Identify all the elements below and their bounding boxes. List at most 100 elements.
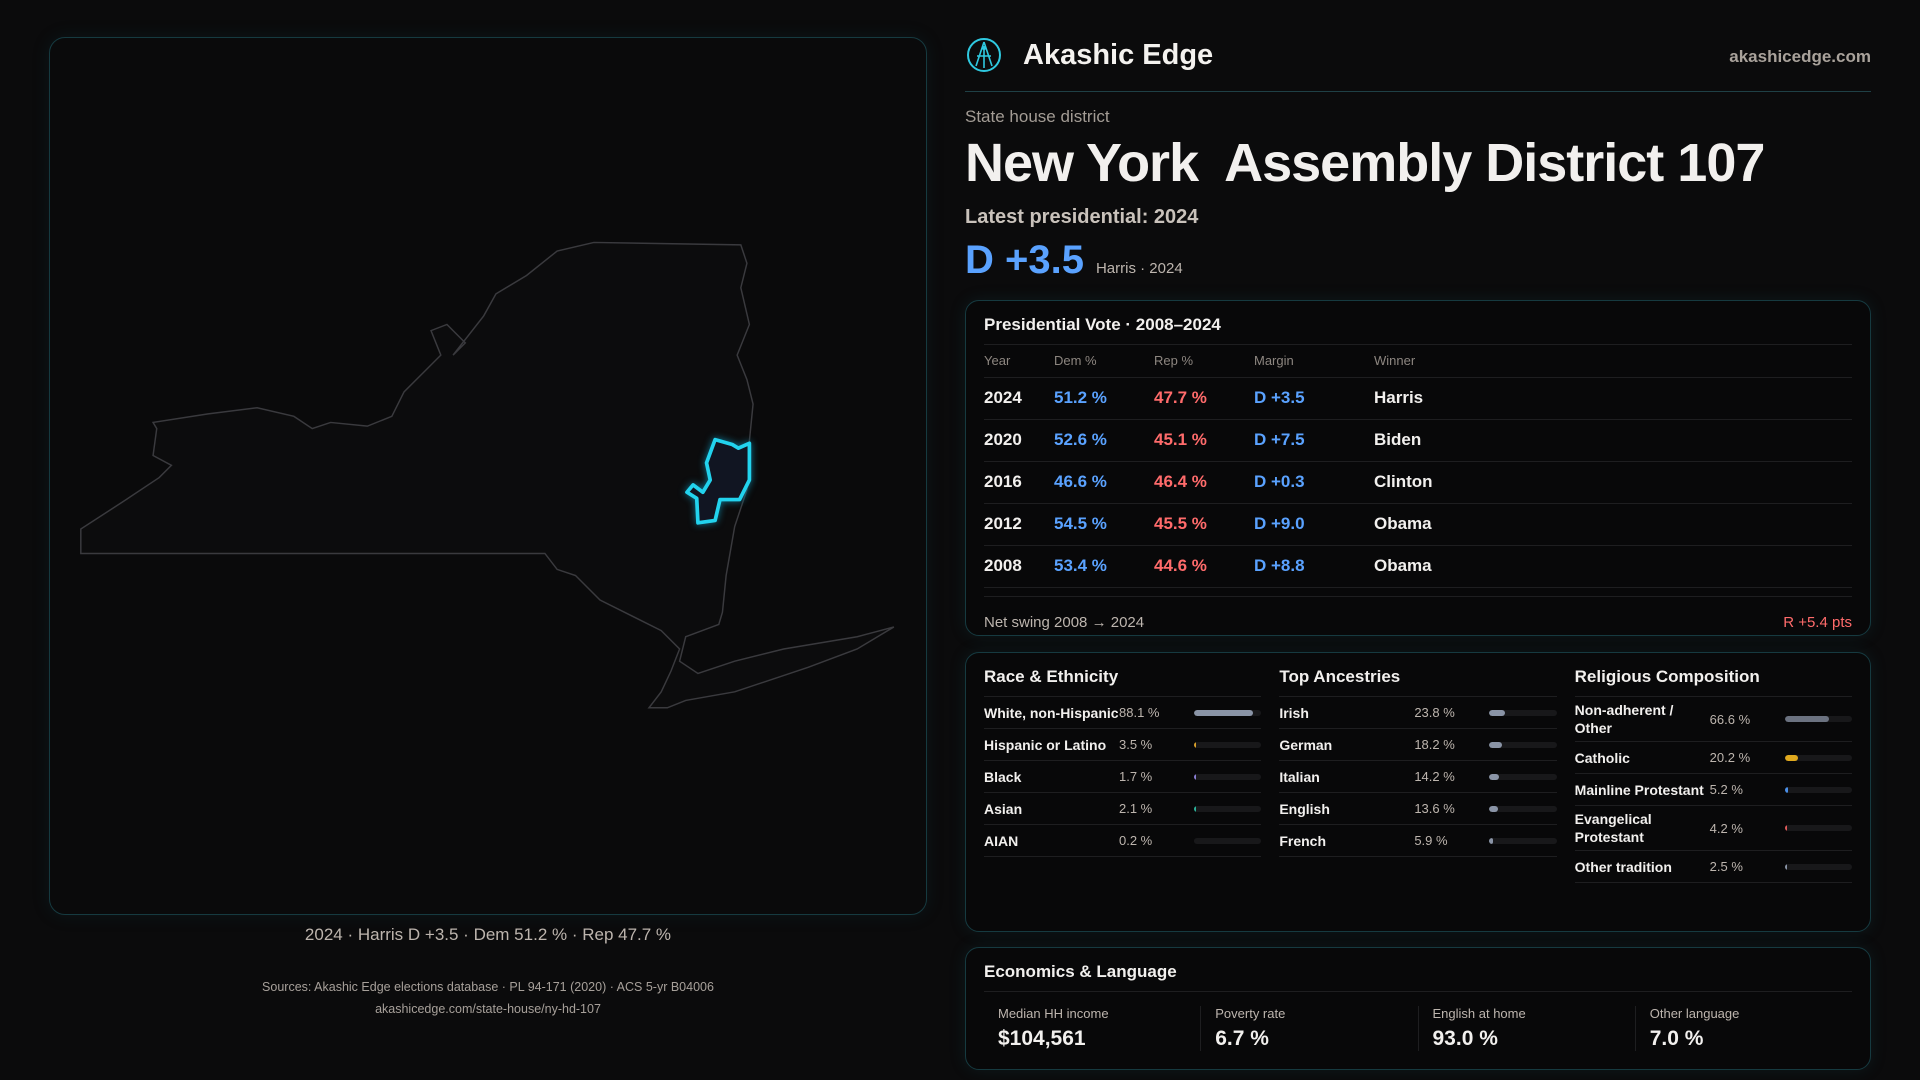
site-link[interactable]: akashicedge.com — [1729, 47, 1871, 66]
stat-bar-track — [1489, 773, 1557, 780]
stat-row: English 13.6 % — [1279, 793, 1557, 825]
table-cell: 45.1 % — [1154, 419, 1254, 462]
column-header: Rep % — [1154, 345, 1254, 378]
econ-label: Other language — [1649, 1006, 1740, 1021]
table-row: 2020 52.6 % 45.1 % D +7.5 Biden — [984, 419, 1852, 462]
stat-bar-fill — [1194, 773, 1196, 780]
table-cell: 2016 — [984, 461, 1054, 504]
table-cell: D +3.5 — [1254, 377, 1374, 420]
map-panel[interactable] — [49, 37, 927, 915]
table-cell: D +8.8 — [1254, 545, 1374, 588]
table-cell: D +9.0 — [1254, 503, 1374, 546]
stat-value: 4.2 % — [1709, 820, 1743, 836]
econ-value: 93.0 % — [1432, 1027, 1498, 1050]
stat-label: AIAN — [984, 832, 1019, 849]
table-cell: 52.6 % — [1054, 419, 1154, 462]
column-header: Winner — [1374, 345, 1852, 378]
brand[interactable]: Akashic Edge — [965, 36, 1213, 74]
stat-bar-track — [1784, 786, 1852, 793]
table-cell: Biden — [1374, 419, 1852, 462]
stat-label: White, non-Hispanic — [984, 704, 1119, 721]
stat-label: Hispanic or Latino — [984, 736, 1107, 753]
stat-row: Black 1.7 % — [984, 761, 1262, 793]
card-title: Presidential Vote · 2008–2024 — [984, 301, 1852, 345]
net-swing: Net swing 2008 → 2024 R +5.4 pts — [984, 595, 1852, 645]
religion-section: Religious Composition Non-adherent / Othe… — [1574, 653, 1852, 883]
stat-label: Asian — [984, 800, 1023, 817]
presidential-table: Year Dem % Rep % Margin Winner 2024 51.2 % 47.… — [984, 345, 1852, 588]
table-cell: 46.4 % — [1154, 461, 1254, 504]
swing-label: Net swing 2008 → 2024 — [984, 613, 1145, 631]
stat-row: Catholic 20.2 % — [1574, 742, 1852, 774]
table-cell: 47.7 % — [1154, 377, 1254, 420]
stat-value: 66.6 % — [1709, 711, 1751, 727]
akashic-logo-icon — [967, 38, 1001, 72]
table-cell: 54.5 % — [1054, 503, 1154, 546]
table-row: 2024 51.2 % 47.7 % D +3.5 Harris — [984, 377, 1852, 420]
stat-bar-track — [1194, 837, 1262, 844]
table-row: 2016 46.6 % 46.4 % D +0.3 Clinton — [984, 461, 1852, 504]
map-caption: 2024 · Harris D +3.5 · Dem 51.2 % · Rep … — [304, 925, 672, 944]
stat-row: German 18.2 % — [1279, 729, 1557, 761]
table-cell: D +0.3 — [1254, 461, 1374, 504]
stat-row: Irish 23.8 % — [1279, 697, 1557, 729]
stat-value: 2.5 % — [1709, 859, 1743, 874]
econ-value: 6.7 % — [1215, 1027, 1269, 1050]
stat-value: 88.1 % — [1119, 705, 1160, 720]
table-cell: 53.4 % — [1054, 545, 1154, 588]
stat-row: Mainline Protestant 5.2 % — [1574, 774, 1852, 806]
stat-value: 1.7 % — [1119, 769, 1153, 784]
stat-bar-fill — [1194, 709, 1254, 716]
stat-bar-fill — [1489, 741, 1502, 748]
margin-sub: Harris · 2024 — [1095, 260, 1183, 277]
stat-bar-fill — [1784, 786, 1789, 793]
stat-value: 13.6 % — [1414, 801, 1455, 816]
page-title: New York Assembly District 107 — [965, 133, 1765, 193]
stat-bar-track — [1489, 741, 1557, 748]
stat-bar-fill — [1489, 709, 1506, 716]
stat-bar-fill — [1784, 754, 1799, 761]
econ-stat: Other language 7.0 % — [1634, 1006, 1852, 1051]
stat-value: 20.2 % — [1709, 750, 1751, 765]
stat-row: Asian 2.1 % — [984, 793, 1262, 825]
stat-label: English — [1279, 800, 1330, 817]
econ-stat: English at home 93.0 % — [1417, 1006, 1635, 1051]
table-cell: 46.6 % — [1054, 461, 1154, 504]
stat-row: Non-adherent / Other 66.6 % — [1574, 697, 1852, 742]
table-cell: Clinton — [1374, 461, 1852, 504]
stat-bar-track — [1784, 825, 1852, 831]
brand-name: Akashic Edge — [1023, 38, 1214, 71]
table-cell: 2008 — [984, 545, 1054, 588]
district-type: State house district — [965, 107, 1110, 126]
stat-value: 5.2 % — [1709, 782, 1743, 797]
stat-bar-fill — [1784, 863, 1787, 870]
stat-bar-fill — [1194, 837, 1196, 844]
table-cell: 2012 — [984, 503, 1054, 546]
table-row: 2012 54.5 % 45.5 % D +9.0 Obama — [984, 503, 1852, 546]
page-url[interactable]: akashicedge.com/state-house/ny-hd-107 — [375, 1002, 601, 1016]
stat-row: AIAN 0.2 % — [984, 825, 1262, 857]
margin-value: D +3.5 — [965, 238, 1084, 282]
table-header-row: Year Dem % Rep % Margin Winner — [984, 345, 1852, 378]
econ-label: Poverty rate — [1215, 1006, 1286, 1021]
stat-value: 3.5 % — [1119, 737, 1153, 752]
table-cell: Obama — [1374, 503, 1852, 546]
ancestry-section: Top Ancestries Irish 23.8 % German 18.2 % Ita… — [1279, 653, 1557, 883]
econ-value: $104,561 — [998, 1027, 1086, 1050]
column-header: Margin — [1254, 345, 1374, 378]
headline-margin: D +3.5 Harris · 2024 — [965, 238, 1183, 283]
table-cell: 44.6 % — [1154, 545, 1254, 588]
demographics-card: Race & Ethnicity White, non-Hispanic 88.1 … — [965, 652, 1871, 932]
stat-bar-track — [1194, 709, 1262, 716]
stat-row: Italian 14.2 % — [1279, 761, 1557, 793]
table-row: 2008 53.4 % 44.6 % D +8.8 Obama — [984, 545, 1852, 588]
stat-bar-track — [1194, 805, 1262, 812]
stat-label: Mainline Protestant — [1574, 781, 1704, 798]
table-cell: Harris — [1374, 377, 1852, 420]
stat-value: 2.1 % — [1119, 801, 1153, 816]
stat-bar-fill — [1784, 825, 1788, 831]
stat-label: Non-adherent / Other — [1574, 702, 1674, 736]
table-cell: D +7.5 — [1254, 419, 1374, 462]
stat-row: White, non-Hispanic 88.1 % — [984, 697, 1262, 729]
stat-label: Other tradition — [1574, 858, 1672, 875]
